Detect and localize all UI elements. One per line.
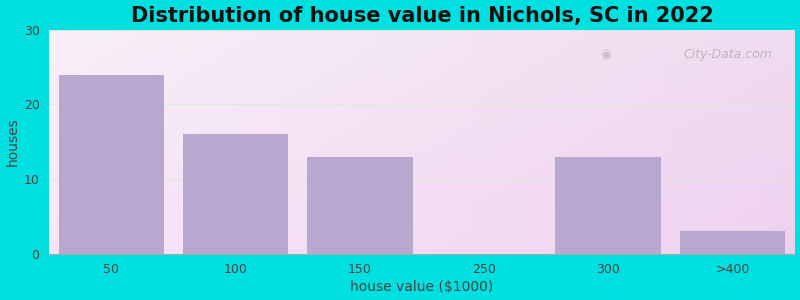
Text: City-Data.com: City-Data.com [683,48,772,61]
Bar [555,157,661,254]
Bar [679,231,785,254]
Y-axis label: houses: houses [6,117,19,166]
Bar [58,75,164,254]
Title: Distribution of house value in Nichols, SC in 2022: Distribution of house value in Nichols, … [130,6,714,26]
Bar [183,134,288,254]
X-axis label: house value ($1000): house value ($1000) [350,280,494,294]
Text: ◉: ◉ [601,48,611,61]
Bar [307,157,413,254]
